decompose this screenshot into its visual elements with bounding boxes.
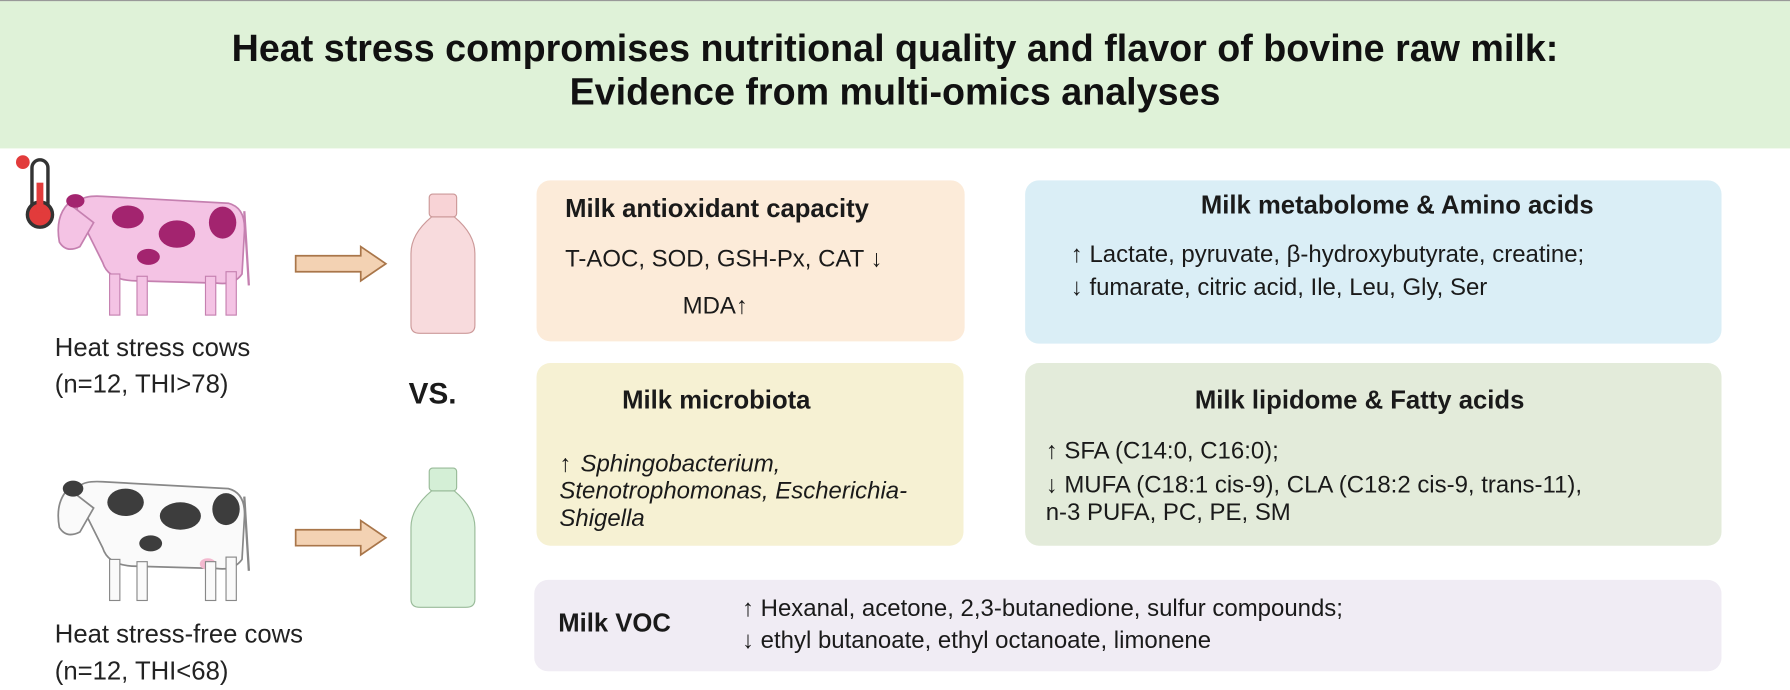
heat-stress-cow [57, 194, 251, 316]
milk-bottle-pink [410, 193, 476, 334]
group-label: Heat stress cows [55, 334, 250, 362]
title-line: Heat stress compromises nutritional qual… [232, 27, 1559, 69]
panel [534, 579, 1722, 672]
panel-title: Milk VOC [558, 609, 671, 637]
panel-line: T-AOC, SOD, GSH-Px, CAT ↓ [565, 246, 882, 273]
thermometer-icon [15, 155, 55, 229]
taxon: Stenotrophomonas, Escherichia- [559, 477, 907, 504]
panel-line: ↑ Hexanal, acetone, 2,3-butanedione, sul… [742, 595, 1343, 622]
trend-arrow: ↑ [559, 450, 571, 477]
group-label: Heat stress-free cows [55, 621, 303, 649]
panel-title: Milk antioxidant capacity [565, 195, 870, 223]
panel-title: Milk metabolome & Amino acids [1201, 191, 1594, 219]
panel-title: Milk lipidome & Fatty acids [1195, 387, 1525, 415]
panel-line: ↑ Lactate, pyruvate, β-hydroxybutyrate, … [1071, 241, 1584, 268]
taxon: Shigella [559, 505, 644, 532]
group-detail: (n=12, THI>78) [55, 371, 229, 399]
panel [1025, 363, 1722, 546]
panel-line: ↓ fumarate, citric acid, Ile, Leu, Gly, … [1071, 274, 1488, 301]
milk-bottle-green [410, 467, 476, 608]
group-detail: (n=12, THI<68) [55, 657, 229, 685]
panel [1025, 180, 1722, 344]
vs-label: VS. [409, 377, 457, 410]
arrow [294, 518, 388, 557]
title-line: Evidence from multi-omics analyses [570, 70, 1221, 112]
panel-line: ↓ ethyl butanoate, ethyl octanoate, limo… [742, 627, 1211, 654]
panel [536, 180, 965, 342]
heat-stress-free-cow [57, 480, 251, 602]
header-band [0, 0, 1790, 149]
panel-line: n-3 PUFA, PC, PE, SM [1046, 499, 1291, 526]
panel [536, 363, 964, 546]
panel-line: ↑ Sphingobacterium, [559, 450, 780, 477]
arrow [294, 244, 388, 283]
panel-line: MDA↑ [683, 292, 748, 319]
panel-title: Milk microbiota [622, 387, 811, 415]
taxon: Sphingobacterium, [580, 450, 780, 477]
panel-line: ↑ SFA (C14:0, C16:0); [1046, 437, 1279, 464]
panel-line: ↓ MUFA (C18:1 cis-9), CLA (C18:2 cis-9, … [1046, 472, 1582, 499]
